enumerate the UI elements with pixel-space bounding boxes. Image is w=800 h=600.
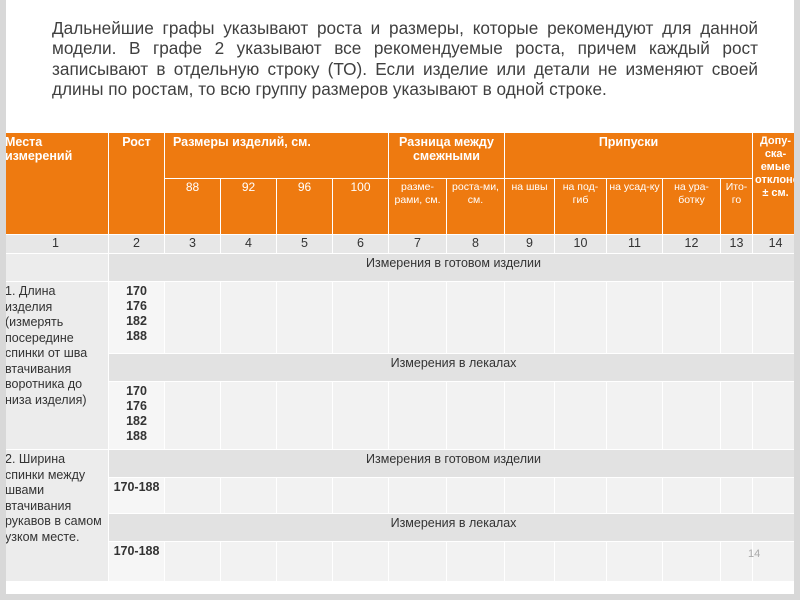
diff-heights: роста-ми, см. <box>446 178 505 235</box>
data-cell <box>164 541 221 582</box>
section-patterns-1: Измерения в лекалах <box>107 353 800 382</box>
col-number: 6 <box>332 234 389 254</box>
data-cell <box>164 381 221 450</box>
data-cell <box>719 281 754 354</box>
col-number: 9 <box>504 234 555 254</box>
data-cell <box>554 541 607 582</box>
data-cell <box>554 281 607 354</box>
data-cell <box>662 281 721 354</box>
diff-sizes: разме-рами, см. <box>388 178 447 235</box>
size-92: 92 <box>220 178 277 235</box>
data-cell <box>662 381 721 450</box>
data-cell <box>606 381 663 450</box>
header-height: Рост <box>108 132 165 235</box>
col-number: 5 <box>276 234 333 254</box>
header-sizes: Размеры изделий, см. <box>164 132 389 179</box>
data-cell <box>164 477 221 514</box>
data-cell <box>220 381 277 450</box>
section-finished-2: Измерения в готовом изделии <box>107 449 800 478</box>
data-cell <box>388 381 447 450</box>
data-cell <box>220 281 277 354</box>
size-96: 96 <box>276 178 333 235</box>
col-number: 2 <box>108 234 165 254</box>
data-cell <box>662 541 721 582</box>
data-cell <box>332 541 389 582</box>
header-tolerance: Допу-ска-емые отклонения, ± см. <box>752 132 800 235</box>
header-diff: Разница между смежными <box>388 132 505 179</box>
data-cell <box>446 541 505 582</box>
col-number: 12 <box>662 234 721 254</box>
allow-seams: на швы <box>504 178 555 235</box>
data-cell <box>752 541 800 582</box>
data-cell <box>276 541 333 582</box>
data-cell <box>719 381 754 450</box>
data-cell <box>220 541 277 582</box>
size-100: 100 <box>332 178 389 235</box>
data-cell <box>719 477 754 514</box>
data-cell <box>662 477 721 514</box>
header-allowances: Припуски <box>503 132 754 179</box>
header-places: Места измерений <box>2 132 109 235</box>
data-cell <box>554 381 607 450</box>
section-finished-1: Измерения в готовом изделии <box>107 253 800 282</box>
allow-shrink: на усад-ку <box>606 178 663 235</box>
page-number: 14 <box>748 548 761 560</box>
col-number: 13 <box>719 234 754 254</box>
data-cell <box>276 381 333 450</box>
col-number: 1 <box>2 234 109 254</box>
data-cell <box>388 281 447 354</box>
data-cell <box>606 281 663 354</box>
data-cell <box>554 477 607 514</box>
data-cell <box>752 281 800 354</box>
intro-paragraph: Дальнейшие графы указывают роста и разме… <box>52 18 758 100</box>
data-cell <box>332 281 389 354</box>
col-number: 4 <box>220 234 277 254</box>
allow-hem: на под-гиб <box>554 178 607 235</box>
data-cell <box>504 281 555 354</box>
data-cell <box>220 477 277 514</box>
data-cell <box>388 477 447 514</box>
data-cell <box>752 477 800 514</box>
data-cell <box>606 477 663 514</box>
data-cell <box>446 477 505 514</box>
col-number: 10 <box>554 234 607 254</box>
col-number: 14 <box>752 234 800 254</box>
data-cell <box>752 381 800 450</box>
size-88: 88 <box>164 178 221 235</box>
data-cell <box>332 381 389 450</box>
data-cell <box>276 281 333 354</box>
column-numbers-row: 1 2 3 4 5 6 7 8 9 10 11 12 13 14 <box>2 234 800 254</box>
row1-label: 1. Длина изделия (измерять посередине сп… <box>2 281 109 450</box>
data-cell <box>504 541 555 582</box>
col-number: 7 <box>388 234 447 254</box>
row2-heights-patterns: 170-188 <box>108 541 165 582</box>
data-cell <box>388 541 447 582</box>
row2-label: 2. Ширина спинки между швами втачивания … <box>2 449 109 582</box>
allow-total: Ито-го <box>719 178 754 235</box>
data-cell <box>446 381 505 450</box>
section-patterns-2: Измерения в лекалах <box>107 513 800 542</box>
data-cell <box>446 281 505 354</box>
row1-heights-finished: 170 176 182 188 <box>108 281 165 354</box>
data-cell <box>504 381 555 450</box>
data-cell <box>164 281 221 354</box>
data-cell <box>504 477 555 514</box>
col-number: 8 <box>446 234 505 254</box>
row2-heights-finished: 170-188 <box>108 477 165 514</box>
data-cell <box>606 541 663 582</box>
data-cell <box>276 477 333 514</box>
empty-cell <box>2 253 109 282</box>
measurement-table: Места измерений Рост Размеры изделий, см… <box>2 132 800 582</box>
col-number: 3 <box>164 234 221 254</box>
col-number: 11 <box>606 234 663 254</box>
data-cell <box>719 541 754 582</box>
data-cell <box>332 477 389 514</box>
allow-iron: на ура-ботку <box>662 178 721 235</box>
row1-heights-patterns: 170 176 182 188 <box>108 381 165 450</box>
